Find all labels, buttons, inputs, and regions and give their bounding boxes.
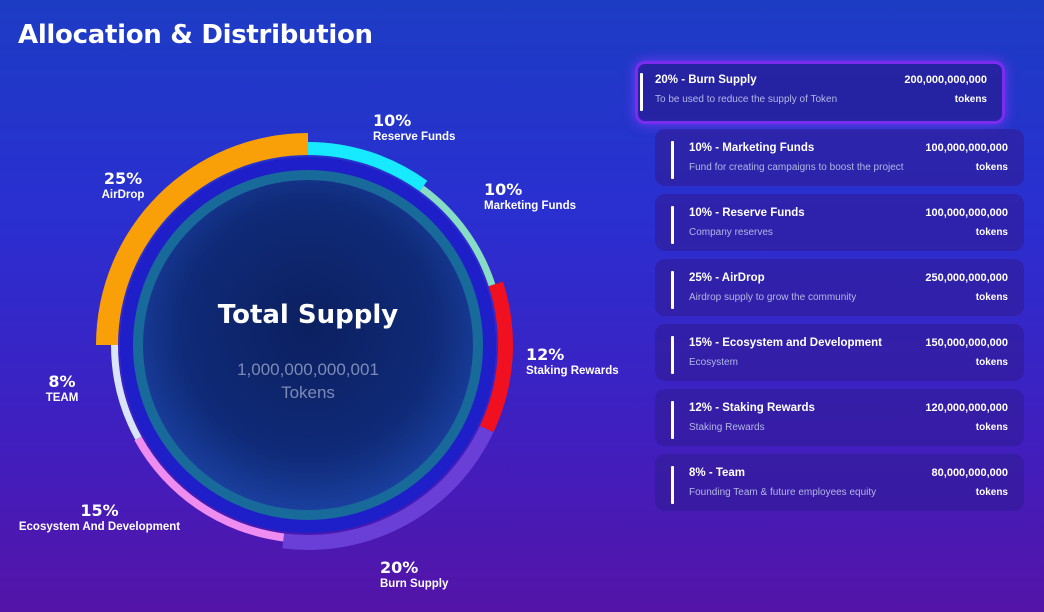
label-team-name: TEAM xyxy=(45,392,79,404)
card-description: Founding Team & future employees equity xyxy=(689,487,877,498)
card-title: 10% - Marketing Funds xyxy=(689,142,815,154)
card-description: Ecosystem xyxy=(689,357,738,368)
card-description: Fund for creating campaigns to boost the… xyxy=(689,162,904,173)
card-title: 20% - Burn Supply xyxy=(655,74,757,86)
card-accent-bar xyxy=(671,271,674,309)
label-marketing-funds-name: Marketing Funds xyxy=(484,200,577,212)
page-title: Allocation & Distribution xyxy=(18,20,373,50)
card-amount: 150,000,000,000 xyxy=(925,337,1008,349)
card-accent-bar xyxy=(671,206,674,244)
label-burn-supply-name: Burn Supply xyxy=(380,578,449,590)
slice-airdrop[interactable] xyxy=(96,133,308,345)
allocation-card-marketing-funds[interactable]: 10% - Marketing Funds Fund for creating … xyxy=(655,129,1024,186)
label-marketing-funds: 10% Marketing Funds xyxy=(484,180,576,212)
card-amount: 250,000,000,000 xyxy=(925,272,1008,284)
card-title: 12% - Staking Rewards xyxy=(689,402,815,414)
card-title: 10% - Reserve Funds xyxy=(689,207,805,219)
label-ecosystem-pct: 15% xyxy=(80,501,119,520)
card-description: Staking Rewards xyxy=(689,422,765,433)
card-description: To be used to reduce the supply of Token xyxy=(655,94,838,105)
card-amount: 80,000,000,000 xyxy=(931,467,1008,479)
card-unit: tokens xyxy=(975,227,1008,238)
slice-burn-supply[interactable] xyxy=(282,425,494,550)
total-supply-amount: 1,000,000,000,001 xyxy=(237,360,379,379)
label-reserve-funds: 10% Reserve Funds xyxy=(373,111,455,143)
slice-reserve-funds[interactable] xyxy=(308,142,428,192)
slice-team[interactable] xyxy=(111,345,142,440)
allocation-card-burn-supply[interactable]: 20% - Burn Supply To be used to reduce t… xyxy=(635,61,1005,124)
card-unit: tokens xyxy=(975,292,1008,303)
allocation-card-staking-rewards[interactable]: 12% - Staking Rewards Staking Rewards 12… xyxy=(655,389,1024,446)
card-title: 15% - Ecosystem and Development xyxy=(689,337,883,349)
card-unit: tokens xyxy=(975,487,1008,498)
allocation-card-airdrop[interactable]: 25% - AirDrop Airdrop supply to grow the… xyxy=(655,259,1024,316)
label-airdrop: 25% AirDrop xyxy=(100,169,146,201)
allocation-card-team[interactable]: 8% - Team Founding Team & future employe… xyxy=(655,454,1024,511)
allocation-card-reserve-funds[interactable]: 10% - Reserve Funds Company reserves 100… xyxy=(655,194,1024,251)
label-reserve-funds-pct: 10% xyxy=(373,111,412,130)
allocation-card-ecosystem[interactable]: 15% - Ecosystem and Development Ecosyste… xyxy=(655,324,1024,381)
card-amount: 200,000,000,000 xyxy=(904,74,987,86)
total-supply-unit: Tokens xyxy=(281,383,335,402)
card-accent-bar xyxy=(671,466,674,504)
label-ecosystem: 15% Ecosystem And Development xyxy=(17,501,182,533)
label-team-pct: 8% xyxy=(48,372,76,391)
card-accent-bar xyxy=(671,401,674,439)
label-airdrop-pct: 25% xyxy=(103,169,143,188)
card-title: 25% - AirDrop xyxy=(689,272,765,284)
label-staking-rewards-name: Staking Rewards xyxy=(526,365,619,377)
card-unit: tokens xyxy=(954,94,987,105)
card-amount: 100,000,000,000 xyxy=(925,142,1008,154)
label-reserve-funds-name: Reserve Funds xyxy=(373,131,456,143)
card-unit: tokens xyxy=(975,422,1008,433)
slice-staking-rewards[interactable] xyxy=(479,281,513,433)
label-team: 8% TEAM xyxy=(44,372,80,404)
label-airdrop-name: AirDrop xyxy=(101,189,145,201)
label-ecosystem-name: Ecosystem And Development xyxy=(18,521,181,533)
slice-marketing-funds[interactable] xyxy=(419,185,496,287)
card-amount: 100,000,000,000 xyxy=(925,207,1008,219)
label-staking-rewards-pct: 12% xyxy=(526,345,565,364)
card-unit: tokens xyxy=(975,357,1008,368)
card-title: 8% - Team xyxy=(689,467,746,479)
card-accent-bar xyxy=(671,336,674,374)
card-unit: tokens xyxy=(975,162,1008,173)
donut-slices xyxy=(96,133,513,550)
label-burn-supply-pct: 20% xyxy=(380,558,419,577)
card-description: Airdrop supply to grow the community xyxy=(689,292,857,303)
label-burn-supply: 20% Burn Supply xyxy=(380,558,448,590)
card-amount: 120,000,000,000 xyxy=(925,402,1008,414)
card-description: Company reserves xyxy=(689,227,773,238)
label-marketing-funds-pct: 10% xyxy=(484,180,523,199)
label-staking-rewards: 12% Staking Rewards xyxy=(526,345,619,377)
card-accent-bar xyxy=(640,73,643,111)
card-accent-bar xyxy=(671,141,674,179)
donut-center-disc xyxy=(143,180,473,510)
total-supply-title: Total Supply xyxy=(217,300,399,330)
